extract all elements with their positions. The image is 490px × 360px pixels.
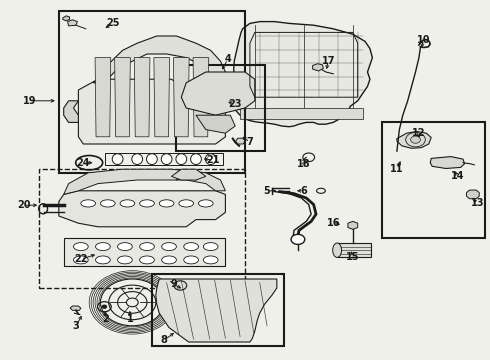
Text: 7: 7: [246, 137, 253, 147]
Text: 16: 16: [326, 218, 340, 228]
Ellipse shape: [184, 243, 198, 251]
Ellipse shape: [120, 200, 135, 207]
Text: 3: 3: [73, 321, 79, 331]
Polygon shape: [181, 72, 255, 115]
Ellipse shape: [333, 243, 342, 257]
Ellipse shape: [203, 243, 218, 251]
Polygon shape: [64, 101, 78, 122]
Polygon shape: [397, 131, 431, 148]
Polygon shape: [193, 58, 209, 137]
Ellipse shape: [176, 154, 187, 165]
Ellipse shape: [162, 243, 176, 251]
Ellipse shape: [198, 200, 213, 207]
Circle shape: [102, 305, 107, 309]
Polygon shape: [430, 157, 465, 168]
Text: 25: 25: [106, 18, 120, 28]
Polygon shape: [313, 64, 323, 71]
Ellipse shape: [203, 256, 218, 264]
Text: 14: 14: [451, 171, 465, 181]
Polygon shape: [348, 221, 358, 229]
Polygon shape: [64, 238, 225, 266]
Ellipse shape: [184, 256, 198, 264]
Ellipse shape: [96, 243, 110, 251]
Polygon shape: [236, 138, 245, 144]
Polygon shape: [68, 20, 77, 26]
Text: 4: 4: [224, 54, 231, 64]
Text: 12: 12: [412, 128, 426, 138]
Text: 5: 5: [264, 186, 270, 196]
Ellipse shape: [140, 200, 154, 207]
Polygon shape: [64, 169, 225, 194]
Ellipse shape: [140, 243, 154, 251]
Ellipse shape: [100, 200, 115, 207]
Polygon shape: [156, 279, 277, 342]
Circle shape: [291, 234, 305, 244]
Polygon shape: [196, 115, 235, 133]
Text: 17: 17: [321, 56, 335, 66]
Text: 21: 21: [206, 155, 220, 165]
Ellipse shape: [112, 154, 123, 165]
Polygon shape: [78, 79, 225, 144]
Polygon shape: [70, 306, 81, 310]
Ellipse shape: [74, 256, 88, 264]
Polygon shape: [115, 58, 130, 137]
Polygon shape: [466, 190, 479, 199]
Polygon shape: [59, 191, 225, 227]
Text: 18: 18: [297, 159, 311, 169]
Polygon shape: [134, 58, 150, 137]
Ellipse shape: [118, 256, 132, 264]
Polygon shape: [232, 22, 372, 127]
Text: 10: 10: [417, 35, 431, 45]
Polygon shape: [93, 36, 225, 83]
Ellipse shape: [162, 256, 176, 264]
Polygon shape: [95, 58, 111, 137]
Ellipse shape: [132, 154, 143, 165]
Polygon shape: [172, 169, 206, 180]
Text: 2: 2: [102, 314, 109, 324]
Ellipse shape: [118, 243, 132, 251]
Polygon shape: [173, 58, 189, 137]
Polygon shape: [337, 243, 371, 257]
Ellipse shape: [140, 256, 154, 264]
Circle shape: [411, 136, 420, 143]
Text: 24: 24: [76, 158, 90, 168]
Text: 22: 22: [74, 254, 88, 264]
Polygon shape: [240, 108, 363, 119]
Text: 15: 15: [346, 252, 360, 262]
Ellipse shape: [147, 154, 157, 165]
Ellipse shape: [161, 154, 172, 165]
Ellipse shape: [179, 200, 194, 207]
Text: 20: 20: [17, 200, 30, 210]
Text: 9: 9: [171, 279, 177, 289]
Text: 11: 11: [390, 164, 404, 174]
Text: 23: 23: [228, 99, 242, 109]
Text: 19: 19: [23, 96, 36, 106]
Text: 8: 8: [161, 335, 168, 345]
Polygon shape: [154, 58, 170, 137]
Ellipse shape: [205, 154, 216, 165]
Ellipse shape: [81, 200, 96, 207]
Ellipse shape: [191, 154, 201, 165]
Ellipse shape: [159, 200, 174, 207]
Ellipse shape: [74, 243, 88, 251]
Ellipse shape: [96, 256, 110, 264]
Text: 6: 6: [300, 186, 307, 196]
Polygon shape: [63, 16, 70, 21]
Text: 13: 13: [471, 198, 485, 208]
Text: 1: 1: [126, 314, 133, 324]
